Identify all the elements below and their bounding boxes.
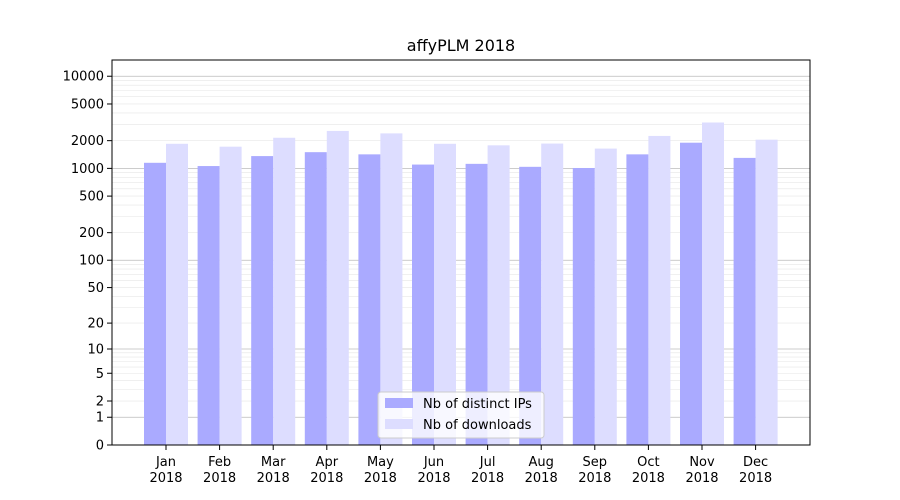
bar-downloads [380, 133, 403, 445]
bar-distinct-ips [304, 152, 327, 446]
bar-distinct-ips [465, 163, 488, 446]
bar-distinct-ips [251, 156, 274, 445]
bar-downloads [648, 135, 671, 445]
y-tick-label: 200 [79, 226, 104, 241]
bar-distinct-ips [680, 142, 702, 446]
bar-downloads [219, 146, 242, 445]
bar-downloads [326, 130, 349, 445]
legend-swatch-distinct-ips [385, 398, 413, 408]
x-tick-label-month: Jul [479, 455, 496, 470]
x-tick-label-month: Mar [261, 455, 286, 470]
y-tick-label: 1000 [71, 162, 104, 177]
bar-distinct-ips [519, 166, 542, 445]
x-tick-label-month: May [367, 455, 394, 470]
bar-downloads [434, 143, 456, 445]
bar-distinct-ips [358, 154, 381, 445]
x-tick-label-year: 2018 [739, 471, 772, 486]
legend-swatch-downloads [385, 419, 413, 429]
bar-distinct-ips [626, 154, 649, 445]
x-tick-label-year: 2018 [471, 471, 504, 486]
x-tick-label-year: 2018 [685, 471, 718, 486]
x-tick-label-year: 2018 [203, 471, 236, 486]
bar-distinct-ips [412, 164, 434, 446]
x-tick-label-month: Apr [316, 455, 339, 470]
x-axis: Jan2018Feb2018Mar2018Apr2018May2018Jun20… [149, 445, 772, 486]
x-tick-label-month: Aug [529, 455, 554, 470]
bar-downloads [755, 139, 778, 446]
bar-distinct-ips [572, 167, 595, 445]
x-tick-label-year: 2018 [417, 471, 450, 486]
y-tick-label: 5000 [71, 97, 104, 112]
bar-distinct-ips [733, 157, 756, 445]
x-tick-label-month: Nov [689, 455, 715, 470]
y-tick-label: 2 [96, 395, 104, 410]
y-tick-label: 1 [96, 411, 104, 426]
y-axis: 0 12 5 10 20 50 100 200 500 1000 2000 5000 10000 [63, 70, 112, 454]
legend-label-downloads: Nb of downloads [423, 418, 532, 433]
bar-downloads [594, 148, 617, 445]
x-tick-label-month: Jun [423, 455, 444, 470]
legend: Nb of distinct IPs Nb of downloads [377, 391, 545, 439]
bar-distinct-ips [197, 166, 220, 446]
y-tick-label: 10 [87, 342, 104, 357]
x-tick-label-month: Jan [155, 455, 176, 470]
x-tick-label-year: 2018 [364, 471, 397, 486]
x-tick-label-year: 2018 [632, 471, 665, 486]
x-tick-label-month: Dec [743, 455, 768, 470]
y-tick-label: 5 [96, 367, 104, 382]
x-tick-label-year: 2018 [578, 471, 611, 486]
bar-downloads [487, 145, 510, 445]
bar-distinct-ips [144, 162, 166, 445]
y-tick-label: 50 [87, 281, 104, 296]
x-tick-label-year: 2018 [525, 471, 558, 486]
legend-box [377, 391, 545, 439]
bar-downloads [273, 137, 296, 445]
bar-downloads [166, 143, 188, 445]
x-tick-label-year: 2018 [310, 471, 343, 486]
x-tick-label-year: 2018 [257, 471, 290, 486]
bar-downloads [702, 122, 724, 445]
x-tick-label-month: Oct [637, 455, 659, 470]
chart-title: affyPLM 2018 [407, 36, 515, 55]
bars-layer [144, 122, 778, 446]
x-tick-label-month: Sep [583, 455, 608, 470]
bar-downloads [541, 143, 564, 445]
y-tick-label: 10000 [63, 70, 104, 85]
legend-label-distinct-ips: Nb of distinct IPs [423, 397, 532, 412]
plot-frame [111, 59, 811, 446]
y-tick-label: 0 [96, 439, 104, 454]
x-tick-label-year: 2018 [149, 471, 182, 486]
y-tick-label: 100 [79, 254, 104, 269]
y-tick-label: 2000 [71, 134, 104, 149]
y-tick-label: 20 [87, 317, 104, 332]
y-tick-label: 500 [79, 190, 104, 205]
x-tick-label-month: Feb [208, 455, 231, 470]
